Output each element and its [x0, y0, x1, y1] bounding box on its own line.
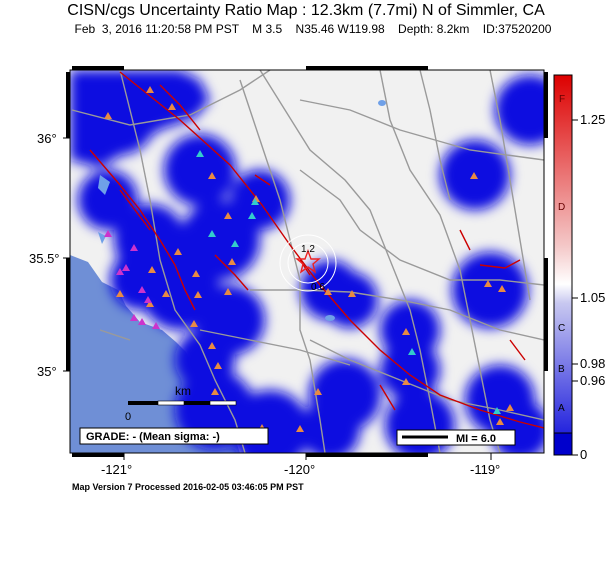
x-tick-label-1: -121° — [101, 462, 133, 477]
colorbar-value-1: 1.25 — [580, 112, 606, 127]
map-title: CISN/cgs Uncertainty Ratio Map : 12.3km … — [67, 2, 545, 19]
x-tick-label-3: -119° — [470, 462, 501, 477]
stations-orange — [104, 86, 514, 432]
colorbar-value-4: 0.96 — [580, 373, 606, 388]
scale-bar-label: km — [175, 384, 191, 398]
map-footer: Map Version 7 Processed 2016-02-05 03:46… — [72, 482, 304, 492]
map-subtitle: Feb 3, 2016 11:20:58 PM PST M 3.5 N35.46… — [74, 22, 552, 36]
uncertainty-blobs — [70, 70, 544, 453]
colorbar-letter-c: C — [558, 323, 566, 334]
scale-bar: km 0 — [125, 384, 237, 423]
contour-label-1: 1.2 — [301, 244, 315, 255]
axis-ticks — [63, 137, 492, 460]
mi-legend-text: MI = 6.0 — [456, 433, 496, 445]
colorbar-ticks — [572, 119, 578, 456]
colorbar-value-5: 0 — [580, 447, 588, 462]
grade-box — [79, 427, 269, 445]
colorbar-letter-a: A — [558, 403, 565, 414]
x-tick-label-2: -120° — [284, 462, 316, 477]
y-tick-label-3: 35° — [37, 364, 57, 379]
contour-label-2: 0.6 — [311, 282, 325, 293]
stations-magenta — [104, 230, 160, 329]
y-tick-label-1: 36° — [37, 131, 57, 146]
epicenter-star — [295, 249, 321, 274]
colorbar-value-2: 1.05 — [580, 290, 606, 305]
colorbar-zero-block — [553, 432, 573, 456]
stations-cyan — [196, 150, 501, 414]
colorbar-letter-d: D — [558, 202, 566, 213]
colorbar-value-3: 0.98 — [580, 356, 606, 371]
lakes — [98, 100, 386, 321]
mi-legend-box — [396, 429, 516, 446]
y-tick-label-2: 35.5° — [29, 251, 60, 266]
scale-bar-zero: 0 — [125, 411, 131, 423]
grade-text: GRADE: - (Mean sigma: -) — [86, 431, 220, 443]
border-ticks — [66, 66, 548, 457]
colorbar — [553, 74, 573, 456]
roads — [71, 70, 544, 453]
contour-lines — [279, 234, 337, 292]
colorbar-letter-b: B — [558, 364, 565, 375]
colorbar-letter-f: F — [559, 94, 566, 105]
